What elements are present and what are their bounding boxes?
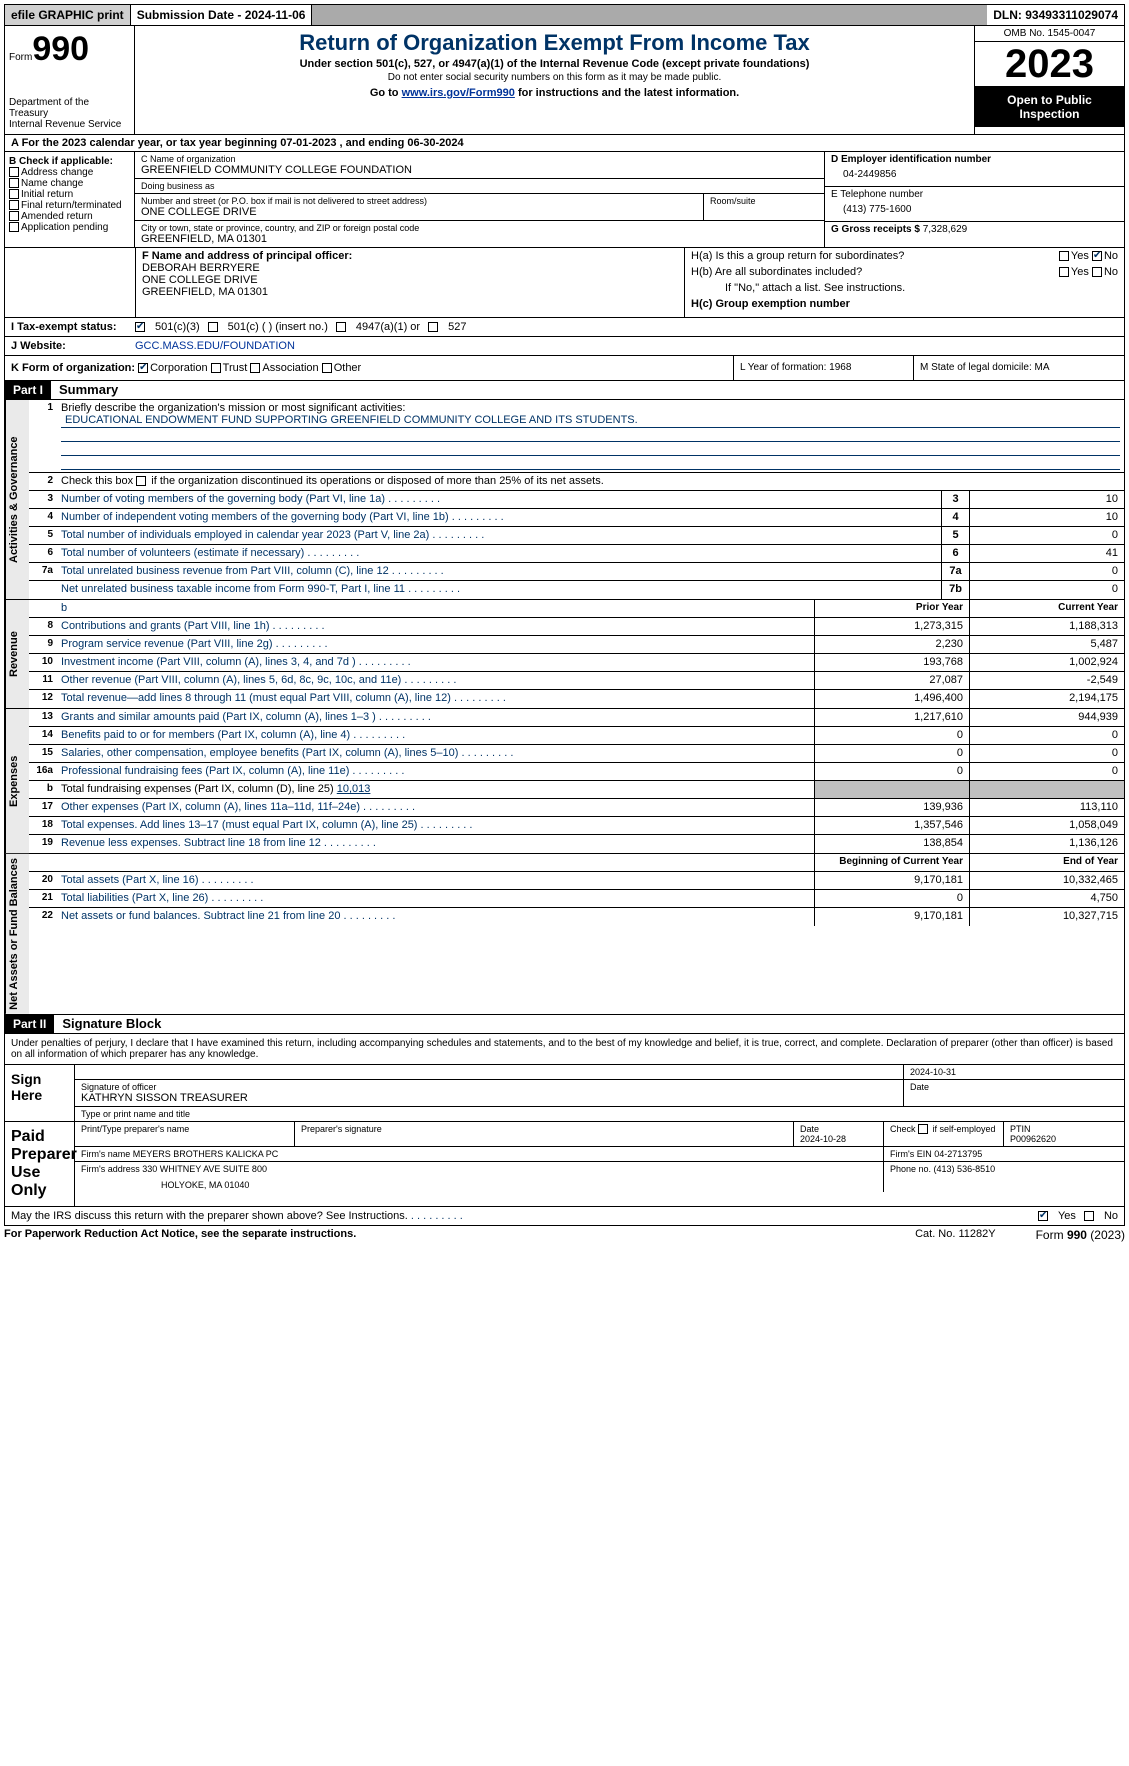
part1-governance: Activities & Governance 1Briefly describ…: [4, 400, 1125, 600]
checkbox-discuss-yes[interactable]: [1038, 1211, 1048, 1221]
part1-header: Part ISummary: [4, 381, 1125, 400]
omb-number: OMB No. 1545-0047: [975, 26, 1124, 42]
col-b: B Check if applicable: Address change Na…: [5, 152, 135, 247]
checkbox-other[interactable]: [322, 363, 332, 373]
row-j: J Website: GCC.MASS.EDU/FOUNDATION: [4, 337, 1125, 356]
checkbox-final-return[interactable]: [9, 200, 19, 210]
col-g: G Gross receipts $ 7,328,629: [825, 222, 1124, 237]
header-right: OMB No. 1545-0047 2023 Open to Public In…: [974, 26, 1124, 134]
checkbox-527[interactable]: [428, 322, 438, 332]
row-i: I Tax-exempt status: 501(c)(3) 501(c) ( …: [4, 318, 1125, 337]
part1-netassets: Net Assets or Fund Balances Beginning of…: [4, 854, 1125, 1015]
department: Department of the Treasury Internal Reve…: [9, 97, 130, 130]
row-l: L Year of formation: 1968: [734, 356, 914, 380]
subtitle-1: Under section 501(c), 527, or 4947(a)(1)…: [143, 58, 966, 70]
checkbox-amended[interactable]: [9, 211, 19, 221]
checkbox-501c3[interactable]: [135, 322, 145, 332]
row-m: M State of legal domicile: MA: [914, 356, 1124, 380]
checkbox-501c[interactable]: [208, 322, 218, 332]
subtitle-2: Do not enter social security numbers on …: [143, 72, 966, 83]
irs-link[interactable]: www.irs.gov/Form990: [402, 87, 515, 99]
col-f: F Name and address of principal officer:…: [136, 248, 684, 300]
checkbox-hb-no[interactable]: [1092, 267, 1102, 277]
checkbox-pending[interactable]: [9, 222, 19, 232]
col-d-e-g: D Employer identification number04-24498…: [824, 152, 1124, 247]
form-title: Return of Organization Exempt From Incom…: [143, 30, 966, 56]
checkbox-self-employed[interactable]: [918, 1124, 928, 1134]
paid-preparer-label: Paid Preparer Use Only: [5, 1122, 75, 1206]
vtab-governance: Activities & Governance: [5, 400, 29, 599]
part1-expenses: Expenses 13Grants and similar amounts pa…: [4, 709, 1125, 854]
checkbox-discuss-no[interactable]: [1084, 1211, 1094, 1221]
topbar-spacer: [312, 5, 987, 25]
checkbox-trust[interactable]: [211, 363, 221, 373]
col-d: D Employer identification number04-24498…: [825, 152, 1124, 187]
efile-print-button[interactable]: efile GRAPHIC print: [5, 5, 131, 25]
checkbox-address-change[interactable]: [9, 167, 19, 177]
checkbox-corp[interactable]: [138, 363, 148, 373]
vtab-expenses: Expenses: [5, 709, 29, 853]
checkbox-hb-yes[interactable]: [1059, 267, 1069, 277]
checkbox-ha-yes[interactable]: [1059, 251, 1069, 261]
form-header: Form990 Department of the Treasury Inter…: [4, 26, 1125, 135]
checkbox-ha-no[interactable]: [1092, 251, 1102, 261]
vtab-revenue: Revenue: [5, 600, 29, 708]
form-word: Form: [9, 52, 32, 63]
checkbox-name-change[interactable]: [9, 178, 19, 188]
row-a: A For the 2023 calendar year, or tax yea…: [4, 135, 1125, 152]
col-c: C Name of organizationGREENFIELD COMMUNI…: [135, 152, 824, 247]
form-number: 990: [32, 30, 89, 68]
website-link[interactable]: GCC.MASS.EDU/FOUNDATION: [135, 340, 295, 352]
paid-preparer-block: Paid Preparer Use Only Print/Type prepar…: [4, 1122, 1125, 1207]
checkbox-discontinued[interactable]: [136, 476, 146, 486]
section-b-through-g: B Check if applicable: Address change Na…: [4, 152, 1125, 248]
footer: For Paperwork Reduction Act Notice, see …: [4, 1226, 1125, 1244]
submission-date: Submission Date - 2024-11-06: [131, 5, 313, 25]
col-e: E Telephone number(413) 775-1600: [825, 187, 1124, 222]
row-k: K Form of organization: Corporation Trus…: [5, 356, 734, 380]
declaration: Under penalties of perjury, I declare th…: [4, 1034, 1125, 1065]
col-h: H(a) Is this a group return for subordin…: [684, 248, 1124, 317]
open-to-public: Open to Public Inspection: [975, 87, 1124, 127]
part2-header: Part IISignature Block: [4, 1015, 1125, 1034]
vtab-netassets: Net Assets or Fund Balances: [5, 854, 29, 1014]
checkbox-initial-return[interactable]: [9, 189, 19, 199]
sign-here-block: Sign Here 2024-10-31 Signature of office…: [4, 1065, 1125, 1122]
tax-year: 2023: [975, 42, 1124, 87]
topbar: efile GRAPHIC print Submission Date - 20…: [4, 4, 1125, 26]
part1-revenue: Revenue bPrior YearCurrent Year 8Contrib…: [4, 600, 1125, 709]
header-left: Form990 Department of the Treasury Inter…: [5, 26, 135, 134]
discuss-row: May the IRS discuss this return with the…: [4, 1207, 1125, 1226]
sign-here-label: Sign Here: [5, 1065, 75, 1121]
section-f-h: F Name and address of principal officer:…: [4, 248, 1125, 318]
checkbox-assoc[interactable]: [250, 363, 260, 373]
subtitle-3: Go to www.irs.gov/Form990 for instructio…: [143, 87, 966, 99]
row-klm: K Form of organization: Corporation Trus…: [4, 356, 1125, 381]
dln: DLN: 93493311029074: [987, 5, 1124, 25]
checkbox-4947[interactable]: [336, 322, 346, 332]
header-center: Return of Organization Exempt From Incom…: [135, 26, 974, 134]
